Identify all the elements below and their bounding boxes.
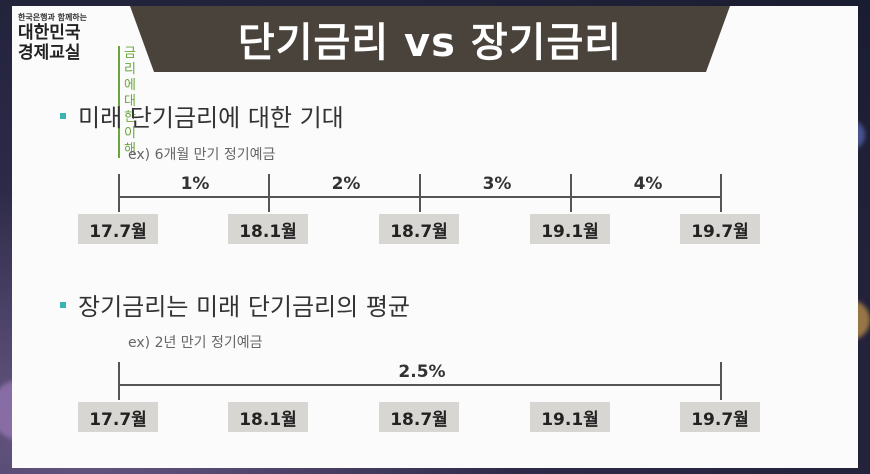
timeline-tick: [118, 362, 120, 400]
bullet-expected-rates: 미래 단기금리에 대한 기대: [60, 98, 344, 133]
logo-topic-line2: 이해: [124, 126, 136, 157]
bullet-dot-icon: [60, 112, 66, 119]
timeline-tick: [720, 362, 722, 400]
example-label: ex) 6개월 만기 정기예금: [128, 147, 276, 163]
date-box: 18.7월: [379, 402, 459, 432]
date-box: 19.7월: [680, 402, 760, 432]
slide-title: 단기금리 vs 장기금리: [237, 20, 623, 66]
timeline-axis: [118, 384, 722, 386]
timeline-tick: [419, 174, 421, 212]
timeline-tick: [720, 174, 722, 212]
date-box: 17.7월: [78, 214, 158, 244]
date-box: 19.1월: [530, 214, 610, 244]
logo-topic: 금리에 대한 이해: [118, 46, 136, 158]
date-box: 19.7월: [680, 214, 760, 244]
date-box: 17.7월: [78, 402, 158, 432]
bullet-dot-icon: [60, 301, 66, 308]
logo-title-line1: 대한민국: [18, 23, 81, 43]
timeline-tick: [268, 174, 270, 212]
slide: 한국은행과 함께하는 대한민국 경제교실 금리에 대한 이해 단기금리 vs 장…: [12, 6, 858, 468]
timeline-tick: [570, 174, 572, 212]
rate-label: 3%: [482, 174, 512, 194]
rate-label: 2.5%: [398, 362, 446, 382]
logo-caption: 한국은행과 함께하는: [18, 13, 88, 22]
timeline-tick: [118, 174, 120, 212]
date-box: 18.7월: [379, 214, 459, 244]
logo-topic-line1: 금리에 대한: [124, 46, 136, 125]
bullet-text: 장기금리는 미래 단기금리의 평균: [78, 293, 411, 321]
date-box: 18.1월: [228, 214, 308, 244]
rate-label: 2%: [331, 174, 361, 194]
title-bar: 단기금리 vs 장기금리: [130, 6, 730, 72]
date-box: 19.1월: [530, 402, 610, 432]
example-label: ex) 2년 만기 정기예금: [128, 335, 263, 351]
date-box: 18.1월: [228, 402, 308, 432]
rate-label: 1%: [180, 174, 210, 194]
bullet-text: 미래 단기금리에 대한 기대: [78, 104, 344, 132]
logo-title-line2: 경제교실: [18, 43, 81, 63]
rate-label: 4%: [633, 174, 663, 194]
bullet-long-term-average: 장기금리는 미래 단기금리의 평균: [60, 287, 410, 322]
program-logo: 한국은행과 함께하는 대한민국 경제교실 금리에 대한 이해: [18, 12, 136, 158]
